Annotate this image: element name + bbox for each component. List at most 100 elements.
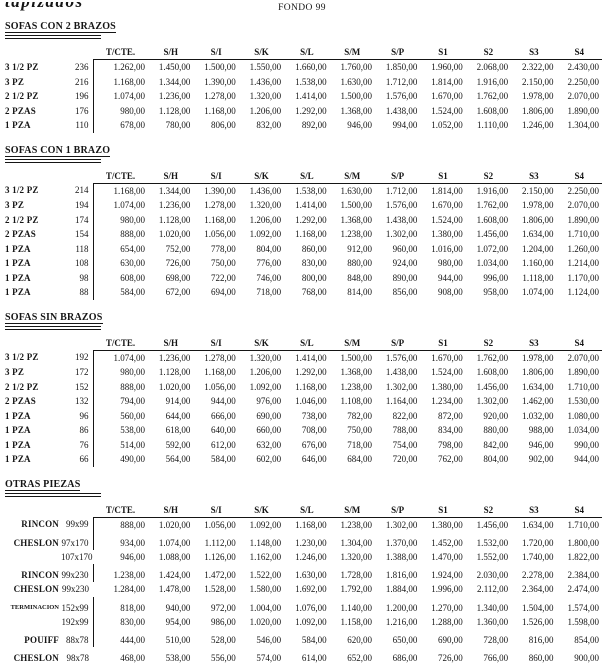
price-cell: 1.032,00 (522, 410, 554, 421)
price-cell: 890,00 (392, 272, 418, 283)
price-cell: 1.140,00 (340, 602, 372, 613)
logo-text: tapizados (5, 2, 135, 12)
price-cell: 1.128,00 (158, 367, 191, 377)
row-label: 3 PZ (5, 200, 25, 210)
price-cell: 892,00 (301, 120, 327, 130)
row-label: 1 PZA (5, 120, 31, 130)
price-cell: 556,00 (211, 653, 236, 664)
price-cell: 1.670,00 (431, 352, 463, 363)
row-label: 1 PZA (5, 425, 31, 435)
price-cell: 976,00 (256, 396, 282, 406)
header-row: T/CTE. S/H S/I S/K S/L S/M S/P S1 S2 S3 S4 (5, 41, 602, 60)
price-cell: 1.158,00 (340, 616, 372, 627)
price-cell: 2.112,00 (476, 584, 509, 595)
column-header: S/P (374, 331, 421, 351)
price-cell: 1.890,00 (567, 105, 600, 116)
price-cell: 872,00 (437, 410, 463, 421)
price-cell: 814,00 (347, 287, 372, 297)
row-size: 86 (61, 423, 94, 438)
price-cell: 1.292,00 (295, 214, 327, 225)
price-cell: 1.530,00 (567, 396, 600, 406)
column-header: S/I (193, 498, 239, 518)
price-cell: 1.020,00 (249, 616, 282, 627)
price-cell: 960,00 (392, 243, 418, 254)
price-cell: 1.456,00 (476, 519, 509, 530)
row-size: 99x230 (62, 584, 89, 595)
price-cell: 1.168,00 (204, 367, 236, 377)
price-cell: 1.292,00 (295, 367, 327, 377)
price-cell: 574,00 (256, 653, 282, 664)
price-cell: 728,00 (483, 634, 509, 645)
row-size: 152 (61, 379, 94, 394)
price-cell: 1.524,00 (431, 214, 463, 225)
price-cell: 1.238,00 (340, 229, 372, 239)
price-cell: 1.262,00 (113, 62, 146, 72)
table-row: 1 PZA 88 584,00 672,00 694,00 718,00 768,00 814… (5, 285, 602, 300)
column-header: S3 (511, 331, 557, 351)
row-size: 108 (61, 256, 94, 271)
price-cell: 514,00 (120, 439, 145, 450)
price-cell: 1.710,00 (567, 519, 600, 530)
column-header: S/K (238, 331, 285, 351)
price-cell: 1.762,00 (476, 91, 509, 101)
table-row: 3 PZ 172 980,00 1.128,00 1.168,00 1.206,00 1.2… (5, 365, 602, 380)
price-cell: 1.762,00 (476, 200, 509, 210)
price-cell: 1.320,00 (340, 551, 372, 562)
row-label: RINCON (21, 519, 59, 530)
price-cell: 1.230,00 (295, 537, 327, 548)
price-cell: 618,00 (165, 425, 191, 435)
row-label: 1 PZA (5, 439, 31, 450)
row-size: 192x99 (61, 614, 94, 629)
table-row: 1 PZA 108 630,00 726,00 750,00 776,00 830,00 88… (5, 256, 602, 271)
price-cell: 944,00 (574, 454, 599, 464)
price-cell: 1.576,00 (385, 352, 418, 363)
price-cell: 620,00 (347, 634, 372, 645)
price-cell: 1.478,00 (158, 584, 191, 595)
price-cell: 746,00 (256, 272, 282, 283)
price-cell: 726,00 (165, 258, 191, 268)
column-header: S/H (148, 164, 194, 184)
price-cell: 1.092,00 (249, 229, 282, 239)
price-cell: 2.070,00 (567, 352, 600, 363)
price-cell: 2.068,00 (476, 62, 509, 72)
price-cell: 1.538,00 (295, 185, 327, 196)
price-cell: 806,00 (211, 120, 236, 130)
price-cell: 650,00 (392, 634, 418, 645)
price-cell: 1.438,00 (385, 214, 418, 225)
price-cell: 722,00 (211, 272, 236, 283)
table-row: POUIFF 88x78 444,00 510,00 528,00 546,00 584,0… (5, 628, 602, 648)
price-cell: 646,00 (301, 454, 327, 464)
price-cell: 698,00 (165, 272, 191, 283)
price-cell: 1.634,00 (522, 519, 554, 530)
price-cell: 1.302,00 (385, 229, 418, 239)
column-header: S/M (329, 41, 375, 60)
price-cell: 1.470,00 (431, 551, 463, 562)
price-cell: 720,00 (392, 454, 418, 464)
row-label: 1 PZA (5, 243, 31, 254)
price-cell: 1.020,00 (158, 381, 191, 392)
row-size: 98x78 (66, 653, 90, 664)
price-cell: 1.112,00 (204, 537, 236, 548)
price-cell: 1.118,00 (522, 272, 554, 283)
price-cell: 1.292,00 (295, 105, 327, 116)
price-cell: 2.070,00 (567, 200, 600, 210)
column-header: S/L (284, 41, 330, 60)
price-cell: 1.016,00 (431, 243, 463, 254)
row-label: 2 1/2 PZ (5, 91, 39, 101)
table-row: RINCON 99x99 888,00 1.020,00 1.056,00 1.092,0… (5, 517, 602, 532)
price-cell: 1.052,00 (431, 120, 463, 130)
price-cell: 750,00 (347, 425, 372, 435)
price-cell: 888,00 (120, 381, 145, 392)
price-cell: 1.608,00 (476, 367, 509, 377)
price-cell: 1.108,00 (340, 396, 372, 406)
row-size: 97x170 (61, 531, 94, 550)
price-cell: 2.322,00 (522, 62, 554, 72)
table-row: 1 PZA 66 490,00 564,00 584,00 602,00 646,00 684… (5, 452, 602, 467)
price-cell: 1.472,00 (204, 570, 236, 581)
price-cell: 1.814,00 (431, 185, 463, 196)
section-title: OTRAS PIEZAS (5, 478, 81, 491)
price-cell: 776,00 (256, 258, 282, 268)
price-cell: 1.414,00 (295, 91, 327, 101)
price-cell: 1.806,00 (522, 105, 554, 116)
price-cell: 1.162,00 (249, 551, 282, 562)
